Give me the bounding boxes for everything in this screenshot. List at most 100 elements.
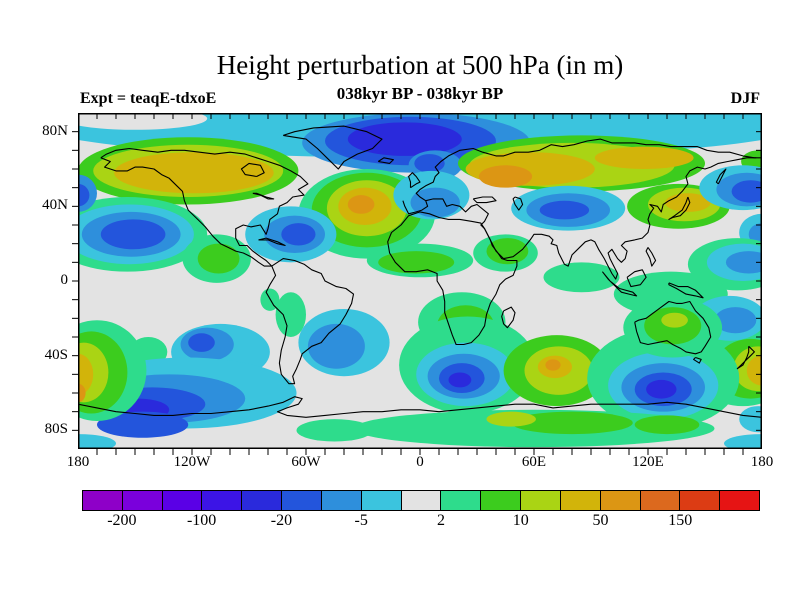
contour-blob xyxy=(634,415,700,435)
colorbar-cell xyxy=(321,491,362,510)
contour-blob xyxy=(188,333,215,352)
colorbar-cell xyxy=(720,491,760,510)
map-plot xyxy=(72,113,762,455)
lon-tick-label: 180 xyxy=(66,454,90,470)
lon-tick-label: 120W xyxy=(173,454,211,470)
contour-blob xyxy=(724,434,762,449)
contour-blob xyxy=(746,355,762,386)
contour-blob xyxy=(486,238,529,265)
lon-tick-label: 120E xyxy=(632,454,664,470)
colorbar-cell xyxy=(202,491,243,510)
contour-blob xyxy=(414,154,445,173)
contour-blob xyxy=(725,251,762,274)
contour-blob xyxy=(448,372,472,388)
contour-blob xyxy=(545,359,561,371)
contour-blob xyxy=(511,411,633,435)
contour-blob xyxy=(378,251,455,274)
contour-field-svg xyxy=(72,113,762,455)
contour-blob xyxy=(97,411,189,438)
contour-blob xyxy=(661,312,688,328)
lat-tick-label: 80S xyxy=(44,421,68,438)
lat-tick-label: 80N xyxy=(42,122,68,139)
colorbar-cell xyxy=(242,491,283,510)
colorbar-cell xyxy=(401,491,442,510)
colorbar-label: -100 xyxy=(186,512,217,529)
contour-blob xyxy=(78,353,94,395)
contour-blob xyxy=(646,379,677,399)
coastline xyxy=(425,157,757,280)
colorbar-label: 50 xyxy=(592,512,609,529)
coastline xyxy=(265,258,355,385)
coastline xyxy=(501,306,516,329)
colorbar-cell xyxy=(600,491,641,510)
colorbar-label: -20 xyxy=(270,512,293,529)
contour-blob xyxy=(78,434,116,449)
lat-tick-label: 40N xyxy=(42,197,68,214)
season-label: DJF xyxy=(730,90,760,107)
contour-blob xyxy=(307,323,365,369)
coastline xyxy=(240,162,265,178)
coastline xyxy=(252,192,275,200)
coastline xyxy=(634,300,712,355)
colorbar-cell xyxy=(560,491,601,510)
contour-blob xyxy=(543,262,620,293)
contour-blob xyxy=(197,243,240,274)
contour-field xyxy=(78,113,762,449)
coastline xyxy=(283,125,383,170)
coastline xyxy=(100,147,309,267)
colorbar-cell xyxy=(640,491,681,510)
colorbar-label: 10 xyxy=(512,512,529,529)
colorbar xyxy=(82,490,760,511)
contour-blob xyxy=(347,122,462,156)
coastline xyxy=(668,282,704,299)
colorbar-label: -5 xyxy=(354,512,368,529)
lat-tick-label: 0 xyxy=(60,272,69,288)
contour-blob xyxy=(281,223,316,246)
contour-blob xyxy=(594,146,694,169)
lon-tick-label: 180 xyxy=(750,454,774,470)
lon-tick-label: 0 xyxy=(416,454,424,470)
coastline xyxy=(626,269,647,288)
colorbar-cell xyxy=(83,491,123,510)
figure-subtitle: 038kyr BP - 038kyr BP xyxy=(336,84,504,103)
contour-blob xyxy=(714,307,757,334)
colorbar-cell xyxy=(282,491,322,510)
colorbar-cell xyxy=(122,491,163,510)
coastline xyxy=(377,157,394,164)
colorbar-cell xyxy=(521,491,561,510)
contour-blob xyxy=(478,165,533,188)
lon-tick-label: 60W xyxy=(291,454,321,470)
contour-blob xyxy=(665,193,711,212)
coastline xyxy=(601,271,638,297)
experiment-label: Expt = teaqE-tdxoE xyxy=(80,90,217,107)
contour-blob xyxy=(739,406,762,433)
coastline xyxy=(258,237,286,247)
colorbar-cell xyxy=(162,491,203,510)
colorbar-cell xyxy=(441,491,482,510)
colorbar-cell xyxy=(361,491,402,510)
contour-blob xyxy=(347,195,375,214)
coastline xyxy=(402,138,762,215)
colorbar-cell xyxy=(680,491,721,510)
contour-blob xyxy=(296,419,373,442)
colorbar-label: 150 xyxy=(668,512,693,529)
contour-blob xyxy=(486,411,536,427)
contour-blob xyxy=(100,219,166,250)
coastline xyxy=(693,356,702,364)
coastline xyxy=(78,396,762,418)
contour-blob xyxy=(731,180,762,203)
contour-blob xyxy=(78,183,90,207)
contour-blob xyxy=(78,383,86,403)
coastline xyxy=(472,196,497,204)
coastline xyxy=(645,247,657,267)
coastline xyxy=(387,211,518,346)
colorbar-cell xyxy=(481,491,522,510)
lon-tick-label: 60E xyxy=(521,454,547,470)
colorbar-label: 2 xyxy=(436,512,445,529)
coastline xyxy=(512,196,524,211)
coastline xyxy=(715,168,727,185)
contour-blob xyxy=(275,292,306,337)
colorbar-label: -200 xyxy=(107,512,137,529)
contour-blob xyxy=(114,152,274,194)
